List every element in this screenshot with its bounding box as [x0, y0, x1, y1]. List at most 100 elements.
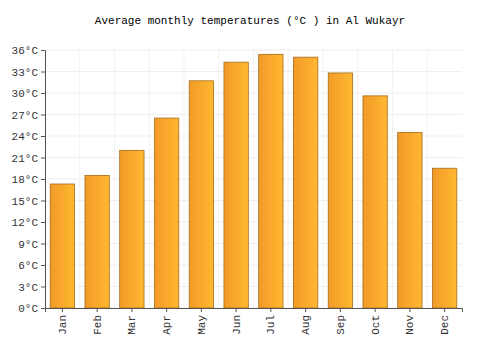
x-tick: Aug — [300, 308, 312, 335]
grid-v — [45, 50, 427, 308]
bar — [293, 57, 317, 308]
x-tick-label: Mar — [126, 315, 138, 335]
y-tick: 12°C — [12, 217, 45, 229]
x-tick: Mar — [126, 308, 138, 335]
y-tick: 24°C — [12, 131, 45, 143]
y-tick: 18°C — [12, 174, 45, 186]
x-tick-label: Dec — [439, 315, 451, 335]
x-tick: Feb — [92, 308, 104, 335]
y-tick-mark — [41, 50, 45, 51]
grid-line-v — [392, 50, 393, 308]
x-tick: Jul — [265, 308, 277, 335]
y-tick: 36°C — [12, 45, 45, 57]
x-tick: Apr — [161, 308, 173, 335]
x-tick-label: Aug — [300, 315, 312, 335]
y-tick-label: 18°C — [12, 174, 39, 186]
x-tick-mark — [97, 308, 98, 312]
x-tick-mark — [166, 308, 167, 312]
grid-line-v — [184, 50, 185, 308]
y-tick-label: 9°C — [18, 239, 38, 251]
y-tick-mark — [41, 179, 45, 180]
y-tick-label: 15°C — [12, 196, 39, 208]
bar — [259, 54, 283, 308]
y-tick: 15°C — [12, 196, 45, 208]
x-axis-line — [46, 309, 463, 313]
grid — [45, 50, 462, 308]
y-tick-label: 6°C — [18, 260, 38, 272]
x-tick: Nov — [404, 308, 416, 335]
y-tick-mark — [41, 93, 45, 94]
y-tick-label: 24°C — [12, 131, 39, 143]
bars — [50, 54, 457, 308]
grid-line-v — [323, 50, 324, 308]
x-tick-mark — [340, 308, 341, 312]
grid-line-v — [114, 50, 115, 308]
bar — [432, 168, 456, 308]
y-tick: 9°C — [18, 239, 45, 251]
bar — [120, 150, 144, 308]
y-tick-mark — [41, 244, 45, 245]
x-tick-label: Sep — [335, 315, 347, 335]
bar — [189, 81, 213, 308]
x-tick: Jun — [231, 308, 243, 335]
x-tick: Sep — [335, 308, 347, 335]
grid-line-v — [149, 50, 150, 308]
x-tick-label: May — [196, 315, 208, 335]
x-tick-mark — [201, 308, 202, 312]
y-tick-mark — [41, 115, 45, 116]
chart: 0°C3°C6°C9°C12°C15°C18°C21°C24°C27°C30°C… — [0, 0, 500, 350]
bar — [50, 184, 74, 308]
bar — [328, 73, 352, 308]
x-tick-mark — [305, 308, 306, 312]
x-tick-label: Apr — [161, 315, 173, 335]
x-axis: Jan Feb Mar Apr May Jun Jul Aug Sep Oct Nov Dec — [46, 308, 463, 335]
x-tick-mark — [236, 308, 237, 312]
y-tick-mark — [41, 308, 45, 309]
grid-line-v — [288, 50, 289, 308]
x-tick-label: Feb — [92, 315, 104, 335]
title: Average monthly temperatures (°C ) in Al… — [95, 15, 405, 27]
y-tick: 6°C — [18, 260, 45, 272]
y-tick: 30°C — [12, 88, 45, 100]
x-tick-mark — [375, 308, 376, 312]
y-tick-label: 0°C — [18, 303, 38, 315]
grid-line-v — [253, 50, 254, 308]
grid-line-v — [79, 50, 80, 308]
y-tick-mark — [41, 158, 45, 159]
y-tick-mark — [41, 201, 45, 202]
bar — [154, 118, 178, 308]
y-tick-label: 21°C — [12, 153, 39, 165]
y-tick-mark — [41, 72, 45, 73]
y-tick-label: 12°C — [12, 217, 39, 229]
y-tick-mark — [41, 136, 45, 137]
y-tick-mark — [41, 287, 45, 288]
x-tick-mark — [444, 308, 445, 312]
x-tick-label: Jun — [231, 315, 243, 335]
y-tick-mark — [41, 265, 45, 266]
bar — [224, 62, 248, 308]
bar — [363, 96, 387, 308]
x-tick-label: Jul — [265, 315, 277, 335]
x-tick: May — [196, 308, 208, 335]
x-tick-mark — [409, 308, 410, 312]
y-tick: 21°C — [12, 153, 45, 165]
y-tick: 3°C — [18, 282, 45, 294]
y-tick-label: 33°C — [12, 67, 39, 79]
y-tick: 0°C — [18, 303, 45, 315]
grid-line-v — [357, 50, 358, 308]
plot: 0°C3°C6°C9°C12°C15°C18°C21°C24°C27°C30°C… — [12, 45, 463, 335]
y-axis-line — [41, 51, 46, 309]
x-tick-label: Oct — [370, 315, 382, 335]
x-tick: Dec — [439, 308, 451, 335]
x-tick-label: Jan — [57, 315, 69, 335]
y-axis: 0°C3°C6°C9°C12°C15°C18°C21°C24°C27°C30°C… — [12, 45, 46, 315]
x-tick-label: Nov — [404, 315, 416, 335]
y-tick-label: 30°C — [12, 88, 39, 100]
bar — [398, 132, 422, 308]
x-tick-mark — [62, 308, 63, 312]
bar — [85, 175, 109, 308]
x-tick-mark — [131, 308, 132, 312]
x-tick-mark — [270, 308, 271, 312]
y-tick-mark — [41, 222, 45, 223]
x-tick: Oct — [370, 308, 382, 335]
